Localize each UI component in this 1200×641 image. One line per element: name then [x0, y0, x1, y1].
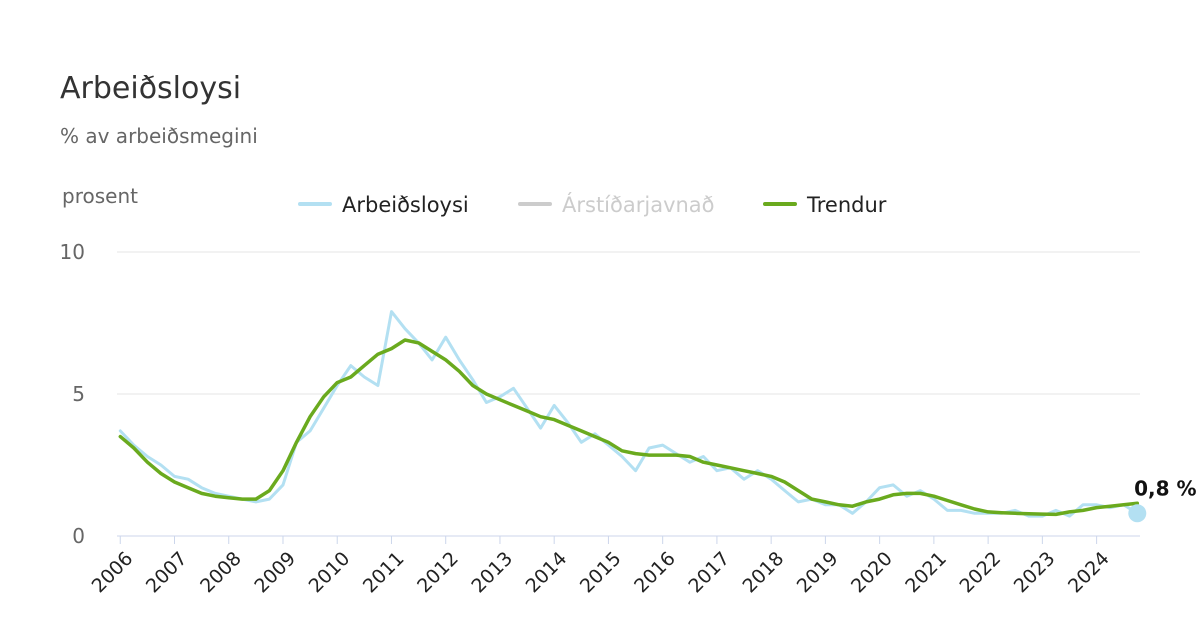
- end-marker: [1128, 504, 1147, 523]
- x-tick-label: 2014: [522, 548, 572, 598]
- y-tick-label: 10: [60, 240, 85, 264]
- x-tick-label: 2017: [684, 548, 734, 598]
- y-tick-label: 5: [72, 382, 85, 406]
- x-tick-label: 2008: [196, 548, 246, 598]
- series-line: [118, 338, 1140, 517]
- chart-subtitle: % av arbeiðsmegini: [60, 124, 258, 148]
- y-axis-label: prosent: [62, 184, 138, 208]
- legend-item[interactable]: Arbeiðsloysi: [298, 193, 469, 217]
- chart-title: Arbeiðsloysi: [60, 71, 241, 106]
- x-tick-label: 2021: [901, 548, 951, 598]
- y-tick-label: 0: [72, 524, 85, 548]
- legend-item[interactable]: Árstíðarjavnað: [518, 192, 715, 217]
- x-tick-label: 2009: [250, 548, 300, 598]
- x-tick-label: 2010: [305, 548, 355, 598]
- x-tick-label: 2019: [793, 548, 843, 598]
- x-tick-label: 2007: [142, 548, 192, 598]
- legend-label: Árstíðarjavnað: [562, 192, 715, 217]
- legend-label: Trendur: [806, 193, 887, 217]
- x-tick-label: 2018: [739, 548, 789, 598]
- x-tick-label: 2022: [956, 548, 1006, 598]
- x-tick-label: 2023: [1010, 548, 1060, 598]
- legend-label: Arbeiðsloysi: [342, 193, 469, 217]
- x-tick-label: 2016: [630, 548, 680, 598]
- x-tick-label: 2006: [88, 548, 138, 598]
- x-tick-label: 2020: [847, 548, 897, 598]
- x-tick-label: 2015: [576, 548, 626, 598]
- series-line: [118, 310, 1139, 518]
- x-tick-label: 2013: [467, 548, 517, 598]
- x-tick-label: 2024: [1064, 548, 1114, 598]
- data-label: 0,8 %: [1134, 476, 1196, 500]
- x-tick-label: 2011: [359, 548, 409, 598]
- legend-item[interactable]: Trendur: [763, 193, 887, 217]
- x-tick-label: 2012: [413, 548, 463, 598]
